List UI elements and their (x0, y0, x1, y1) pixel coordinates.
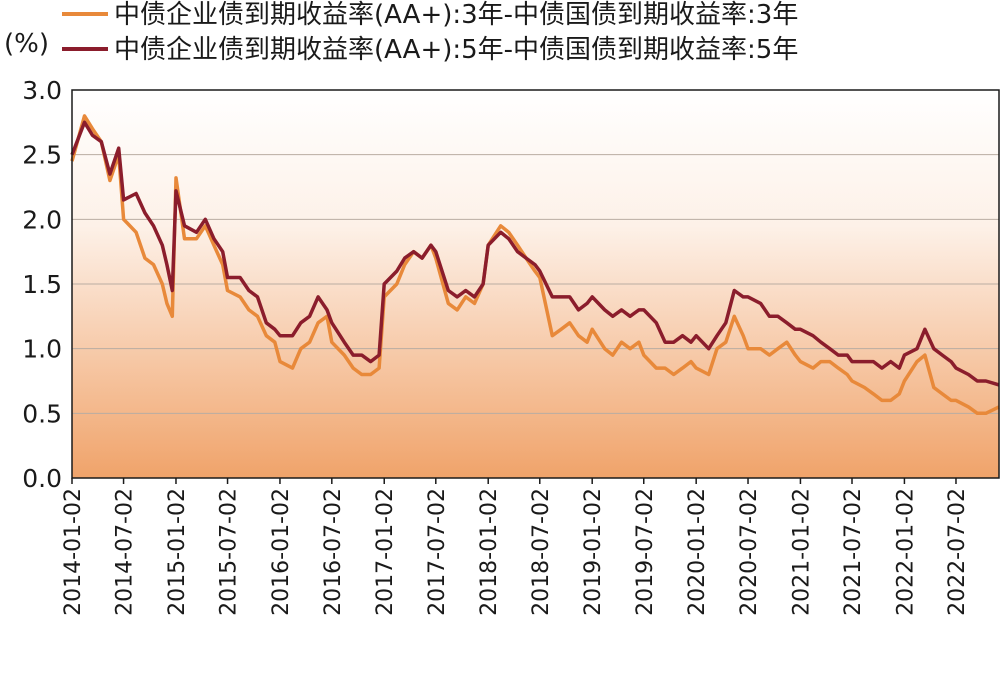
x-tick-label: 2016-07-02 (321, 488, 346, 616)
x-tick-label: 2020-07-02 (737, 488, 762, 616)
x-tick-label: 2021-07-02 (841, 488, 866, 616)
y-tick-label: 1.0 (22, 335, 62, 364)
x-tick-label: 2014-01-02 (61, 488, 86, 616)
x-tick-label: 2017-07-02 (425, 488, 450, 616)
x-tick-label: 2017-01-02 (373, 488, 398, 616)
x-tick-label: 2019-01-02 (581, 488, 606, 616)
y-tick-label: 2.0 (22, 205, 62, 234)
x-tick-label: 2022-07-02 (945, 488, 970, 616)
x-tick-label: 2018-01-02 (477, 488, 502, 616)
x-tick-label: 2014-07-02 (113, 488, 138, 616)
legend-label-5y: 中债企业债到期收益率(AA+):5年-中债国债到期收益率:5年 (114, 35, 798, 65)
y-tick-label: 0.0 (22, 464, 62, 493)
x-tick-label: 2019-07-02 (633, 488, 658, 616)
legend: 中债企业债到期收益率(AA+):3年-中债国债到期收益率:3年 中债企业债到期收… (62, 0, 798, 65)
legend-label-3y: 中债企业债到期收益率(AA+):3年-中债国债到期收益率:3年 (114, 0, 798, 30)
x-tick-label: 2016-01-02 (269, 488, 294, 616)
y-tick-label: 0.5 (22, 399, 62, 428)
plot-frame (71, 89, 1000, 479)
x-tick-label: 2018-07-02 (529, 488, 554, 616)
y-tick-label: 3.0 (22, 76, 62, 105)
x-tick-label: 2022-01-02 (893, 488, 918, 616)
gridlines (72, 154, 999, 414)
x-tick-label: 2015-07-02 (217, 488, 242, 616)
series-layer (70, 114, 1000, 416)
series-line-3y (70, 114, 1000, 416)
series-line-5y (70, 120, 1000, 387)
x-tick-label: 2021-01-02 (789, 488, 814, 616)
x-tick-label: 2015-01-02 (165, 488, 190, 616)
y-tick-label: 1.5 (22, 270, 62, 299)
y-axis-unit-label: (%) (4, 29, 49, 59)
x-tick-label: 2020-01-02 (685, 488, 710, 616)
x-axis-ticks: 2014-01-02 2014-07-02 2015-01-02 2015-07-02… (61, 478, 970, 616)
y-tick-label: 2.5 (22, 141, 62, 170)
y-axis-ticks: 3.0 2.5 2.0 1.5 1.0 0.5 0.0 (22, 76, 62, 493)
